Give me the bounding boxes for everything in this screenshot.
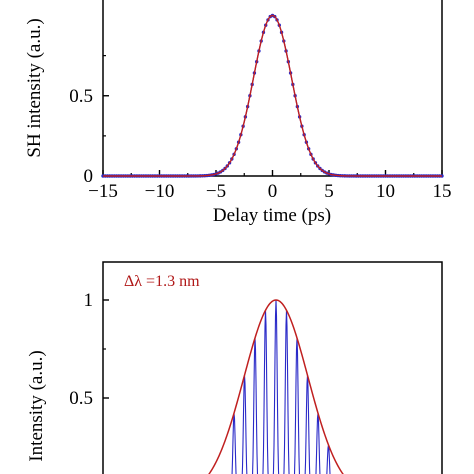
measured-trace xyxy=(103,14,442,177)
top-y-tick-label: 0 xyxy=(84,166,94,187)
top-x-tick-label: −5 xyxy=(206,181,226,202)
spectrum-fringes xyxy=(231,299,331,474)
bandwidth-annotation: Δλ =1.3 nm xyxy=(124,273,200,290)
top-x-tick-label: 5 xyxy=(324,181,334,202)
top-x-tick-label: −15 xyxy=(88,181,118,202)
top-y-tick-label: 0.5 xyxy=(69,86,93,107)
top-plot-frame xyxy=(102,0,443,177)
measured-points-series xyxy=(101,13,444,178)
bottom-y-axis-title: Intensity (a.u.) xyxy=(26,350,47,461)
top-y-axis-title: SH intensity (a.u.) xyxy=(24,18,45,157)
envelope-fit xyxy=(208,299,344,474)
top-x-tick-label: 15 xyxy=(433,181,452,202)
bottom-y-tick-label: 1 xyxy=(84,290,94,311)
top-x-tick-label: −10 xyxy=(145,181,175,202)
top-x-tick-label: 0 xyxy=(268,181,278,202)
top-x-axis: −15 −10 −5 0 5 10 15 xyxy=(88,170,452,202)
bottom-y-tick-label: 0.5 xyxy=(69,388,93,409)
top-x-axis-title: Delay time (ps) xyxy=(213,205,331,226)
bottom-y-axis: 10.5 xyxy=(69,290,109,409)
spectrum-chart: 10.5 Δλ =1.3 nm Intensity (a.u.) xyxy=(26,261,443,474)
bottom-plot-frame xyxy=(102,261,443,474)
autocorrelation-chart: −15 −10 −5 0 5 10 15 0 0.5 Delay time (ps) SH i… xyxy=(24,0,452,226)
fit-curve xyxy=(103,14,442,177)
top-x-tick-label: 10 xyxy=(376,181,395,202)
